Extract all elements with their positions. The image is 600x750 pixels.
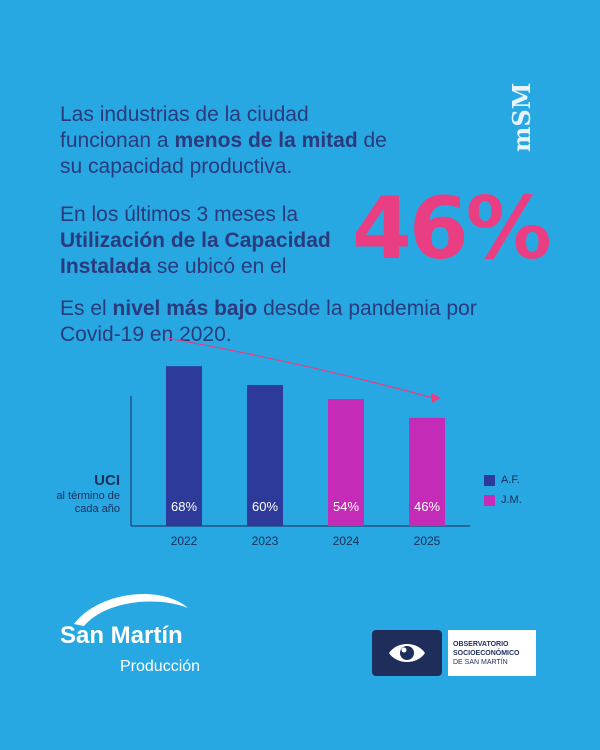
- legend-item-af: A.F.: [484, 474, 522, 486]
- obs-line-1: OBSERVATORIO: [453, 640, 509, 648]
- data-label-2025: 46%: [414, 499, 440, 514]
- observatorio-logo: OBSERVATORIO SOCIOECONÓMICO DE SAN MARTÍ…: [372, 630, 538, 676]
- headline-paragraph-1: Las industrias de la ciudad funcionan a …: [60, 102, 400, 180]
- bar-2024: [328, 399, 364, 526]
- headline-text: se ubicó en el: [151, 255, 287, 278]
- headline-text: Las industrias de la ciudad funcionan a: [60, 103, 309, 152]
- trend-arrow-head-icon: [431, 392, 441, 403]
- data-label-2024: 54%: [333, 499, 359, 514]
- x-tick-2025: 2025: [414, 534, 441, 548]
- big-percentage: 46%: [352, 179, 552, 279]
- logo-name: San Martín: [60, 622, 183, 649]
- legend-item-jm: J.M.: [484, 494, 522, 506]
- legend-swatch-af: [484, 474, 495, 486]
- headline-text: de su capacidad productiva.: [60, 129, 387, 178]
- headline-paragraph-3: Es el nivel más bajo desde la pandemia p…: [60, 296, 480, 348]
- bar-2025: [409, 417, 445, 526]
- headline-paragraph-2: En los últimos 3 meses la Utilización de…: [60, 202, 360, 280]
- headline-emphasis: menos de la mitad: [174, 129, 358, 152]
- headline-text: Es el: [60, 297, 113, 320]
- san-martin-logo: San Martín Producción: [60, 588, 220, 678]
- msm-logo-text: mSM: [508, 83, 536, 152]
- y-axis-title: UCI: [94, 472, 120, 489]
- chart-legend: A.F. J.M.: [484, 474, 522, 514]
- obs-line-3: DE SAN MARTÍN: [453, 658, 508, 666]
- headline-emphasis: Utilización de la Capacidad Instalada: [60, 229, 331, 278]
- obs-line-2: SOCIOECONÓMICO: [453, 649, 520, 657]
- bar-2023: [247, 385, 283, 526]
- headline-text: En los últimos 3 meses la: [60, 203, 299, 226]
- y-axis-subtitle: al término de cada año: [56, 490, 120, 515]
- headline-emphasis: nivel más bajo: [112, 297, 258, 320]
- y-axis-label: UCI al término de cada año: [40, 472, 120, 516]
- logo-swoosh-icon: [74, 594, 188, 626]
- x-tick-2024: 2024: [333, 534, 360, 548]
- bar-2022: [166, 366, 202, 526]
- x-tick-2023: 2023: [252, 534, 279, 548]
- legend-swatch-jm: [484, 494, 495, 506]
- legend-label-af: A.F.: [501, 474, 520, 486]
- msm-logo-icon: mSM: [508, 83, 536, 152]
- data-label-2023: 60%: [252, 499, 278, 514]
- eye-icon: [389, 644, 425, 662]
- data-label-2022: 68%: [171, 499, 197, 514]
- headline-text: desde la pandemia por Covid-19 en 2020.: [60, 297, 477, 346]
- obs-text-box: OBSERVATORIO SOCIOECONÓMICO DE SAN MARTÍ…: [448, 630, 536, 676]
- legend-label-jm: J.M.: [501, 494, 522, 506]
- x-tick-2022: 2022: [171, 534, 198, 548]
- obs-icon-box: [372, 630, 442, 676]
- logo-subtitle: Producción: [120, 658, 201, 675]
- trend-arrow-line: [167, 337, 434, 399]
